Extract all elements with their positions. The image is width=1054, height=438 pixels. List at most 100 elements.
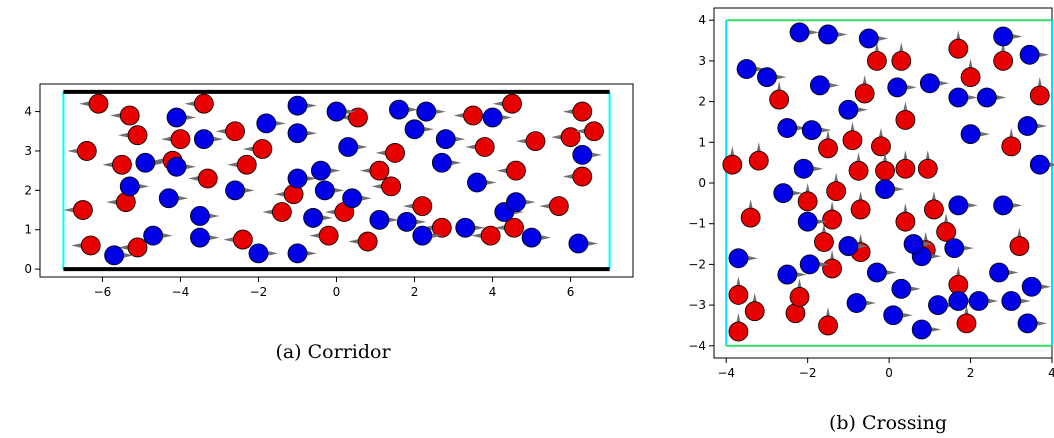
red-agent (1009, 236, 1030, 256)
blue-agent (989, 262, 1009, 283)
y-tick-label: −3 (688, 298, 706, 312)
red-agent (936, 221, 957, 242)
blue-agent (944, 238, 965, 259)
red-agent (744, 301, 765, 322)
red-agent (785, 303, 806, 324)
corridor-chart: −6 −4 −2 0 2 4 6 0 1 2 3 4 (24, 83, 634, 299)
blue-agent (911, 319, 932, 340)
red-agent (1001, 136, 1022, 157)
y-tick-label: −1 (688, 217, 706, 231)
red-agent (818, 315, 838, 336)
red-agent (866, 51, 887, 71)
blue-agent (976, 87, 997, 108)
blue-agent (404, 119, 425, 140)
red-agent (127, 125, 148, 146)
red-agent (525, 131, 546, 152)
blue-agent (846, 293, 867, 313)
red-agent (318, 225, 339, 246)
y-tick-label: 0 (24, 262, 32, 276)
x-tick-label: 4 (489, 285, 497, 299)
x-tick-label: 0 (885, 366, 893, 380)
blue-agent (948, 291, 969, 311)
blue-agent (1001, 291, 1022, 311)
x-tick-label: 6 (567, 285, 575, 299)
red-agent (748, 150, 769, 171)
x-tick-label: −4 (717, 366, 735, 380)
blue-agent (287, 95, 308, 116)
blue-agent (809, 75, 830, 96)
red-agent (948, 38, 969, 59)
red-agent (814, 232, 834, 252)
red-agent (728, 321, 749, 342)
corridor-caption: (a) Corridor (275, 341, 391, 363)
red-agent (895, 158, 916, 179)
blue-agent (968, 291, 989, 311)
blue-agent (960, 124, 981, 145)
blue-agent (143, 225, 164, 246)
blue-agent (773, 183, 794, 204)
red-agent (119, 105, 140, 126)
x-tick-label: −2 (799, 366, 817, 380)
red-agent (769, 89, 790, 110)
blue-agent (572, 144, 593, 165)
red-agent (357, 231, 378, 252)
red-agent (193, 93, 214, 114)
red-agent (572, 101, 593, 122)
y-tick-label: −2 (688, 257, 706, 271)
blue-agent (928, 295, 948, 315)
y-tick-label: 2 (698, 95, 706, 109)
blue-agent (993, 26, 1014, 47)
blue-agent (396, 211, 417, 232)
blue-agent (256, 113, 277, 134)
blue-agent (314, 180, 335, 201)
red-agent (728, 285, 749, 305)
blue-agent (431, 152, 452, 173)
red-agent (891, 51, 912, 71)
red-agent (560, 127, 581, 148)
crossing-caption: (b) Crossing (829, 412, 947, 434)
x-tick-label: 2 (967, 366, 975, 380)
blue-agent (838, 236, 859, 256)
blue-agent (797, 211, 818, 232)
red-agent (252, 139, 273, 159)
red-agent (88, 93, 109, 114)
y-tick-label: 1 (24, 223, 32, 237)
x-tick-label: 0 (333, 285, 341, 299)
blue-agent (193, 129, 214, 150)
x-tick-label: 2 (411, 285, 419, 299)
blue-agent (793, 158, 814, 179)
blue-agent (412, 225, 433, 246)
x-tick-label: −4 (172, 285, 190, 299)
blue-agent (166, 107, 187, 128)
blue-agent (777, 118, 798, 138)
blue-agent (135, 152, 156, 173)
x-tick-label: −6 (94, 285, 112, 299)
red-agent (385, 143, 405, 163)
red-agent (236, 154, 257, 175)
blue-agent (389, 99, 409, 120)
blue-agent (342, 188, 363, 209)
blue-agent (482, 107, 503, 128)
red-agent (480, 225, 501, 246)
red-agent (789, 287, 810, 307)
blue-agent (866, 262, 887, 283)
blue-agent (287, 123, 308, 144)
blue-agent (369, 209, 390, 230)
blue-agent (158, 188, 179, 209)
blue-agent (119, 176, 140, 197)
blue-agent (310, 160, 331, 181)
red-agent (112, 154, 132, 175)
red-agent (822, 209, 842, 230)
y-tick-label: 4 (24, 105, 32, 119)
red-agent (225, 121, 245, 142)
red-agent (740, 207, 761, 228)
blue-agent (799, 254, 820, 275)
red-agent (504, 217, 524, 238)
blue-agent (455, 217, 476, 238)
blue-agent (736, 59, 757, 79)
y-tick-label: 3 (698, 54, 706, 68)
blue-agent (287, 243, 308, 264)
blue-agent (789, 22, 810, 43)
blue-agent (506, 192, 526, 213)
blue-agent (948, 195, 969, 216)
